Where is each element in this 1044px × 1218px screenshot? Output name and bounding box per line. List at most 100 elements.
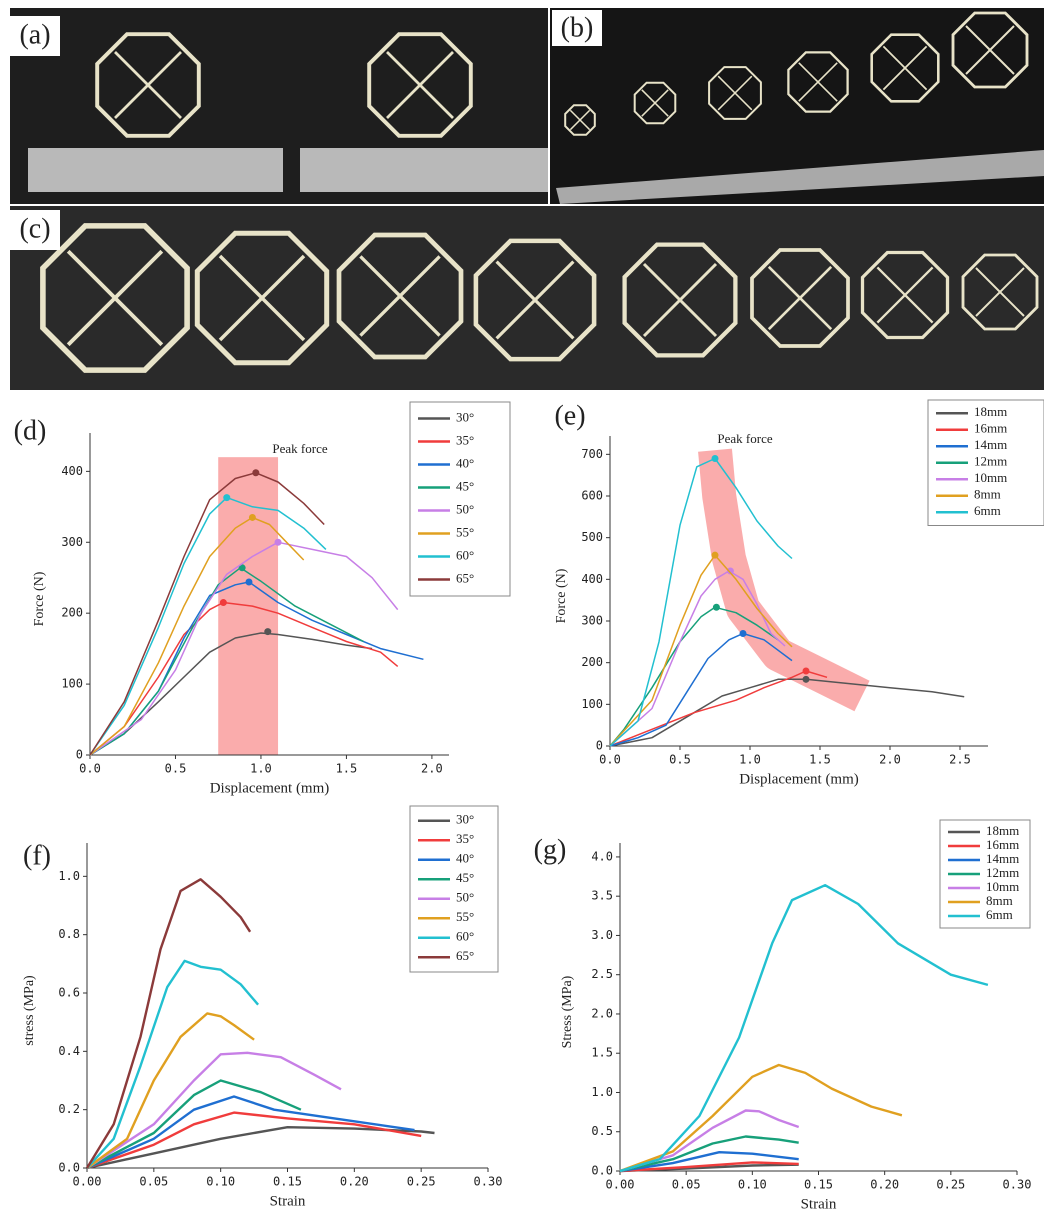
legend-label: 40° xyxy=(456,455,474,470)
panel-label: (d) xyxy=(14,415,47,446)
lattice xyxy=(642,262,718,338)
data-line xyxy=(85,878,252,1169)
data-line xyxy=(619,1135,799,1173)
ruler xyxy=(300,148,548,192)
peak-point xyxy=(739,630,747,637)
legend-label: 8mm xyxy=(974,487,1001,502)
peak-band xyxy=(698,448,870,712)
y-tick-label: 700 xyxy=(581,447,603,461)
y-tick-label: 400 xyxy=(581,572,603,586)
lattice xyxy=(66,249,164,347)
lattice xyxy=(40,223,190,373)
x-tick-label: 0.05 xyxy=(672,1178,701,1192)
y-tick-label: 2.0 xyxy=(591,1006,613,1020)
x-tick-label: 1.0 xyxy=(250,762,272,776)
data-line xyxy=(89,496,327,756)
x-tick-label: 0.0 xyxy=(79,762,101,776)
y-tick-label: 0 xyxy=(596,739,603,753)
x-tick-label: 0.30 xyxy=(1003,1178,1032,1192)
lattice xyxy=(860,250,950,340)
x-tick-label: 0.25 xyxy=(407,1175,436,1189)
y-tick-label: 400 xyxy=(61,464,83,478)
legend-label: 14mm xyxy=(986,851,1019,866)
data-line xyxy=(609,670,828,747)
legend-label: 18mm xyxy=(974,404,1007,419)
legend-label: 12mm xyxy=(974,454,1007,469)
legend-label: 60° xyxy=(456,547,474,562)
data-line xyxy=(89,601,399,756)
peak-point xyxy=(711,455,719,462)
lattice xyxy=(622,242,738,358)
x-tick-label: 0.25 xyxy=(936,1178,965,1192)
panel-label: (f) xyxy=(23,840,51,871)
data-line xyxy=(86,1126,435,1170)
legend-label: 30° xyxy=(456,409,474,424)
x-axis-label: Displacement (mm) xyxy=(739,771,859,787)
y-tick-label: 300 xyxy=(581,614,603,628)
lattice xyxy=(114,51,182,119)
data-line xyxy=(86,1012,255,1169)
legend-label: 60° xyxy=(456,929,474,944)
y-tick-label: 0 xyxy=(76,748,83,762)
lattice xyxy=(876,266,934,324)
peak-point xyxy=(264,628,272,636)
x-tick-label: 0.05 xyxy=(139,1175,168,1189)
legend-label: 35° xyxy=(456,432,474,447)
data-line xyxy=(609,606,779,747)
legend-label: 6mm xyxy=(974,503,1001,518)
legend-label: 16mm xyxy=(986,837,1019,852)
y-axis-label: stress (MPa) xyxy=(22,975,37,1046)
peak-point xyxy=(252,469,260,477)
x-tick-label: 0.10 xyxy=(206,1175,235,1189)
y-tick-label: 3.5 xyxy=(591,889,613,903)
lattice xyxy=(965,25,1015,75)
data-line xyxy=(619,1161,799,1173)
panel-label: (c) xyxy=(19,213,50,244)
legend-box xyxy=(409,805,499,973)
lattice xyxy=(194,230,330,366)
legend-label: 40° xyxy=(456,851,474,866)
y-tick-label: 600 xyxy=(581,489,603,503)
label-box xyxy=(552,10,602,46)
y-tick-label: 0.4 xyxy=(58,1044,80,1058)
y-tick-label: 0.2 xyxy=(58,1102,80,1116)
legend-label: 10mm xyxy=(974,470,1007,485)
legend-label: 45° xyxy=(456,478,474,493)
peak-point xyxy=(802,675,810,683)
lattice xyxy=(95,32,201,138)
x-tick-label: 0.20 xyxy=(870,1178,899,1192)
y-axis-label: Stress (MPa) xyxy=(560,975,575,1048)
x-tick-label: 1.5 xyxy=(809,753,831,767)
lattice xyxy=(708,66,762,120)
data-line xyxy=(609,678,965,747)
peak-point xyxy=(238,564,246,572)
lattice xyxy=(961,253,1039,331)
panel-label: (g) xyxy=(534,834,567,865)
x-tick-label: 0.30 xyxy=(474,1175,503,1189)
data-line xyxy=(86,1051,342,1170)
legend-label: 50° xyxy=(456,501,474,516)
lattice xyxy=(882,45,928,91)
y-axis-label: Force (N) xyxy=(554,568,569,623)
panel-label: (e) xyxy=(554,400,585,431)
legend-label: 55° xyxy=(456,909,474,924)
legend-label: 30° xyxy=(456,812,474,827)
label-box xyxy=(10,16,60,56)
label-box xyxy=(10,210,60,250)
lattice xyxy=(386,51,454,119)
y-tick-label: 100 xyxy=(581,697,603,711)
x-axis-label: Strain xyxy=(801,1196,837,1212)
legend-label: 14mm xyxy=(974,437,1007,452)
x-tick-label: 1.0 xyxy=(739,753,761,767)
legend-label: 45° xyxy=(456,870,474,885)
data-line xyxy=(86,959,260,1169)
y-tick-label: 1.0 xyxy=(58,869,80,883)
peak-point xyxy=(223,494,231,502)
y-tick-label: 100 xyxy=(61,677,83,691)
lattice xyxy=(798,62,838,102)
lattice xyxy=(641,89,669,117)
x-tick-label: 0.00 xyxy=(606,1178,635,1192)
x-tick-label: 0.10 xyxy=(738,1178,767,1192)
x-axis-label: Displacement (mm) xyxy=(210,780,330,796)
